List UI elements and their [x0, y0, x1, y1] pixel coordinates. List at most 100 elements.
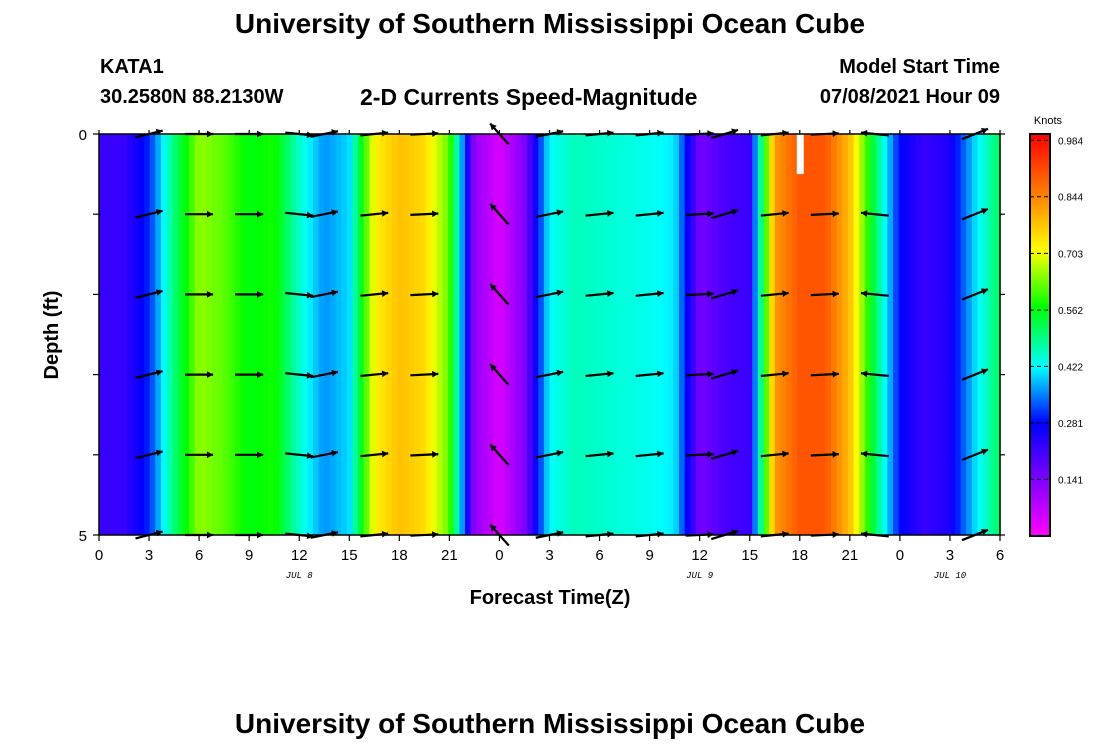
- model-start-label: Model Start Time: [839, 56, 1000, 78]
- current-arrow: [285, 452, 314, 459]
- heat-cell: [453, 134, 460, 535]
- heat-cell: [898, 134, 905, 535]
- speed-heatmap: [99, 134, 1001, 535]
- heat-cell: [577, 134, 584, 535]
- current-arrow: [760, 290, 789, 297]
- heat-cell: [526, 134, 534, 535]
- current-arrow: [635, 290, 664, 297]
- heat-cell: [690, 134, 697, 535]
- heat-cell: [166, 134, 173, 535]
- x-tick-label: 3: [145, 547, 153, 564]
- heat-cell: [870, 134, 877, 535]
- heat-cell: [205, 134, 213, 535]
- current-arrow: [310, 209, 339, 219]
- heat-cell: [814, 134, 821, 535]
- current-arrow: [860, 290, 889, 297]
- current-arrow: [135, 209, 163, 219]
- current-arrow: [535, 289, 564, 299]
- heat-cell: [740, 134, 748, 535]
- current-arrow: [185, 291, 214, 298]
- heat-cell: [724, 134, 731, 535]
- heat-cell: [605, 134, 613, 535]
- heat-cell: [639, 134, 646, 535]
- heat-cell: [419, 134, 427, 535]
- heat-cell: [346, 134, 354, 535]
- heat-cell: [859, 134, 866, 535]
- heat-cell: [763, 134, 770, 535]
- heat-cell: [684, 134, 691, 535]
- heat-cell: [808, 134, 815, 535]
- current-arrow: [585, 210, 614, 217]
- x-tick-label: 12: [691, 547, 708, 564]
- current-arrow: [710, 449, 739, 460]
- heat-cell: [481, 134, 489, 535]
- current-arrow: [961, 288, 989, 301]
- current-arrow: [310, 289, 339, 299]
- heat-cell: [904, 134, 911, 535]
- heat-cell: [572, 134, 579, 535]
- heat-cell: [234, 134, 241, 535]
- heat-cell: [256, 134, 263, 535]
- current-arrow: [285, 291, 314, 299]
- x-tick-label: 21: [841, 547, 858, 564]
- heat-cell: [960, 134, 967, 535]
- heat-cell: [583, 134, 590, 535]
- heat-cell: [938, 134, 945, 535]
- heat-cell: [864, 134, 872, 535]
- current-arrow: [685, 210, 714, 218]
- heat-cell: [932, 134, 939, 535]
- heat-cell: [921, 134, 928, 535]
- station-id: KATA1: [100, 56, 164, 78]
- heat-cell: [786, 134, 793, 535]
- current-arrow: [585, 290, 614, 297]
- current-arrow: [585, 450, 614, 458]
- current-arrow: [410, 451, 439, 458]
- heat-cell: [307, 134, 314, 535]
- heat-cell: [476, 134, 483, 535]
- current-arrow: [135, 289, 163, 299]
- current-arrow: [685, 370, 714, 378]
- date-label: JUL 10: [934, 571, 967, 581]
- colorbar-tick-label: 0.844: [1058, 193, 1083, 204]
- heat-cell: [622, 134, 629, 535]
- heat-cell: [695, 134, 703, 535]
- heat-cell: [847, 134, 855, 535]
- heat-cell: [262, 134, 269, 535]
- y-tick-label: 0: [79, 127, 87, 144]
- heat-cell: [853, 134, 860, 535]
- current-arrow: [185, 371, 214, 378]
- heat-cell: [324, 134, 331, 535]
- heat-cell: [358, 134, 365, 535]
- heat-cell: [769, 134, 776, 535]
- colorbar-unit: Knots: [1034, 115, 1063, 127]
- heat-cell: [707, 134, 714, 535]
- heat-cell: [245, 134, 252, 535]
- heat-cell: [679, 134, 686, 535]
- current-arrow: [235, 210, 264, 218]
- x-tick-label: 9: [645, 547, 653, 564]
- colorbar-tick-label: 0.281: [1058, 419, 1083, 430]
- heat-cell: [915, 134, 922, 535]
- current-arrow: [135, 369, 163, 380]
- current-arrow: [310, 449, 339, 459]
- heat-cell: [414, 134, 421, 535]
- heat-cell: [301, 134, 308, 535]
- y-ticks: 05: [79, 127, 1005, 545]
- current-arrow: [685, 451, 714, 458]
- heat-cell: [966, 134, 973, 535]
- heat-cell: [121, 134, 128, 535]
- bottom-title: University of Southern Mississippi Ocean…: [234, 708, 866, 739]
- heat-cell: [408, 134, 415, 535]
- current-arrow: [760, 370, 789, 378]
- heat-cell: [881, 134, 888, 535]
- heat-cell: [735, 134, 742, 535]
- x-axis-label: Forecast Time(Z): [470, 587, 631, 609]
- current-arrow: [235, 451, 264, 459]
- current-arrow: [489, 363, 510, 386]
- colorbar-ticks: 0.984 0.844 0.703 0.562 0.422 0.281 0.141: [1030, 136, 1083, 486]
- heat-cell: [752, 134, 759, 535]
- current-arrow: [310, 369, 339, 379]
- heat-cell: [436, 134, 444, 535]
- x-tick-label: 0: [896, 547, 904, 564]
- heat-cell: [521, 134, 528, 535]
